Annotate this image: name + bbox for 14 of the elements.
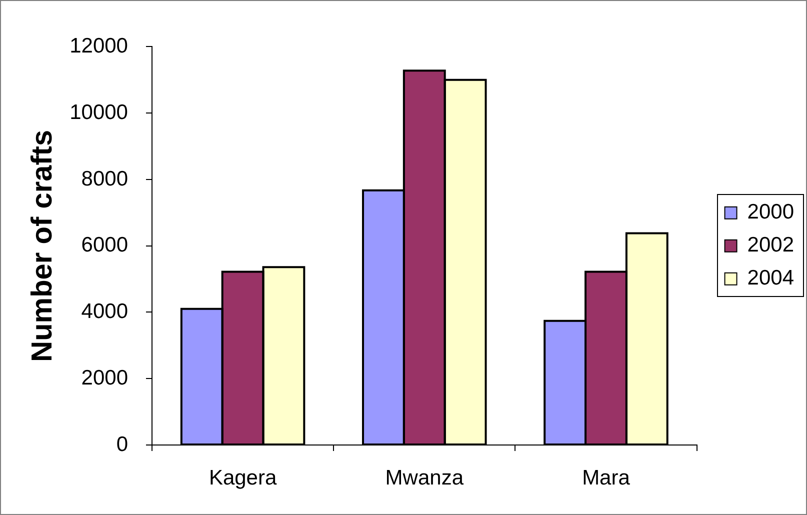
y-tick-label: 2000 (81, 366, 128, 390)
legend-label: 2004 (747, 266, 794, 290)
y-tick-label: 8000 (81, 167, 128, 190)
y-tick-label: 10000 (70, 100, 128, 124)
y-tick-label: 6000 (81, 234, 128, 257)
y-tick-label: 12000 (70, 34, 128, 58)
y-axis-title: Number of crafts (26, 130, 58, 362)
x-tick-label: Mwanza (385, 466, 464, 490)
y-tick-label: 0 (116, 432, 128, 456)
legend-label: 2002 (747, 234, 794, 257)
y-tick-label: 4000 (81, 300, 128, 324)
x-tick-label: Mara (582, 466, 630, 490)
x-tick-label: Kagera (208, 466, 277, 490)
legend-label: 2000 (747, 200, 794, 224)
